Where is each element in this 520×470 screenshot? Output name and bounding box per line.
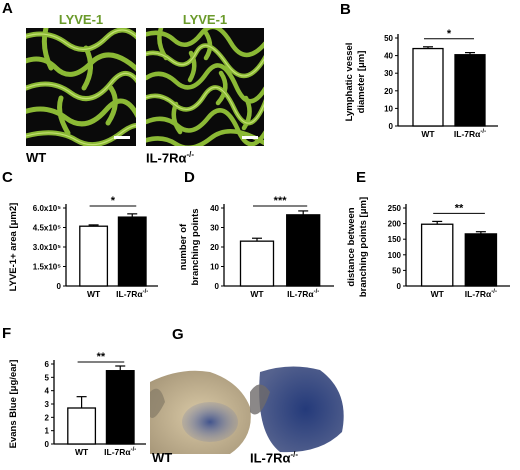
significance-marker: **	[97, 351, 106, 363]
x-tick-label: IL-7Rα-/-	[104, 447, 136, 457]
bar-ko	[464, 233, 498, 287]
panel-letter-b: B	[340, 1, 351, 18]
x-tick-label: IL-7Rα-/-	[465, 289, 497, 299]
significance-marker: *	[447, 28, 452, 40]
y-tick-label: 250	[388, 204, 402, 213]
genotype-ko-g: IL-7Rα-/-	[250, 450, 298, 465]
x-tick-label: WT	[75, 447, 89, 457]
significance-marker: *	[111, 195, 116, 207]
y-tick-label: 200	[388, 220, 402, 229]
bar-ko	[454, 54, 486, 127]
y-tick-label: 2	[45, 413, 50, 422]
micrograph-ko-vessels	[146, 28, 264, 146]
y-axis-label: Evans Blue [μg/ear]	[8, 360, 19, 449]
stain-label-right: LYVE-1	[182, 12, 228, 27]
chart-b: B 0 10 20 30 40 50 Lymphatic vessel diameter [μm…	[340, 1, 498, 139]
y-tick-label: 40	[384, 52, 393, 61]
y-tick-label: 0	[215, 282, 220, 291]
ear-photo-ko	[250, 362, 360, 454]
bar-ko	[105, 370, 135, 445]
significance-marker: ***	[274, 195, 288, 207]
y-tick-label: 30	[210, 224, 219, 233]
y-tick-label: 3.0x10⁵	[33, 243, 61, 252]
y-tick-label: 150	[388, 235, 402, 244]
genotype-wt-g: WT	[152, 450, 173, 465]
scale-bar	[114, 136, 130, 139]
genotype-wt-a: WT	[26, 150, 47, 165]
bar-wt	[420, 223, 454, 287]
y-axis-label: LYVE-1+ area [μm2]	[8, 203, 19, 292]
panel-letter-d: D	[184, 169, 195, 186]
y-tick-label: 10	[384, 104, 393, 113]
y-tick-label: 6.0x10⁵	[33, 204, 61, 213]
y-tick-label: 3	[45, 400, 50, 409]
y-tick-label: 5	[45, 373, 50, 382]
bar-wt	[412, 47, 444, 127]
y-tick-label: 50	[392, 266, 401, 275]
y-tick-label: 1.5x10⁵	[33, 263, 61, 272]
y-tick-label: 0	[57, 282, 62, 291]
y-tick-label: 20	[210, 243, 219, 252]
x-tick-label: IL-7Rα-/-	[116, 289, 148, 299]
genotype-ko-a-main: IL-7R	[146, 150, 179, 166]
genotype-ko-a: IL-7Rα-/-	[146, 150, 194, 165]
panel-letter-f: F	[2, 325, 11, 342]
x-tick-label: WT	[421, 129, 435, 139]
y-tick-label: 30	[384, 69, 393, 78]
chart-f: F 0 1 2 3 4 5 6 Evans Blue [μg/ear] WT IL-7Rα-/- **	[2, 325, 146, 457]
y-axis-label-line1: distance between	[346, 207, 357, 286]
y-tick-label: 0	[45, 440, 50, 449]
panel-letter-g: G	[172, 326, 184, 343]
y-axis-label-line1: Lymphatic vessel	[344, 43, 355, 122]
y-tick-label: 1	[45, 427, 50, 436]
significance-marker: **	[455, 202, 464, 214]
panel-letter-a: A	[2, 0, 13, 17]
x-tick-label: WT	[431, 289, 445, 299]
y-tick-label: 4	[45, 387, 50, 396]
y-axis-label-line2: branching points	[190, 208, 201, 285]
x-tick-label: IL-7Rα-/-	[287, 289, 319, 299]
y-tick-label: 20	[384, 87, 393, 96]
x-tick-label: WT	[250, 289, 264, 299]
chart-e: E 0 50 100 150 200 250 distance between branchin…	[346, 169, 510, 299]
stain-label-left: LYVE-1	[58, 12, 104, 27]
micrograph-ko	[146, 28, 264, 146]
y-tick-label: 0	[389, 122, 394, 131]
micrograph-wt	[26, 28, 136, 146]
y-tick-label: 4.5x10⁵	[33, 224, 61, 233]
bar-wt	[67, 407, 97, 445]
y-tick-label: 10	[210, 263, 219, 272]
genotype-ko-g-alpha: α	[282, 450, 291, 466]
y-tick-label: 50	[384, 34, 393, 43]
y-axis-label-line2: diameter [μm]	[356, 51, 367, 114]
bar-ko	[286, 214, 321, 287]
genotype-ko-g-sup: -/-	[290, 450, 299, 459]
y-tick-label: 100	[388, 251, 402, 260]
chart-d: D 0 10 20 30 40 number of branching points WT IL-…	[178, 169, 334, 299]
bar-ko	[117, 216, 147, 287]
chart-c: C 0 1.5x10⁵ 3.0x10⁵ 4.5x10⁵ 6.0x10⁵ LYVE-1+ ar…	[2, 169, 158, 299]
panel-letter-c: C	[2, 169, 13, 186]
panel-letter-e: E	[356, 169, 366, 186]
y-axis-label-line1: number of	[178, 223, 189, 270]
bar-wt	[79, 225, 109, 287]
bar-wt	[239, 240, 275, 287]
y-tick-label: 6	[45, 360, 50, 369]
scale-bar	[242, 136, 258, 139]
x-tick-label: IL-7Rα-/-	[454, 129, 486, 139]
x-tick-label: WT	[87, 289, 101, 299]
micrograph-wt-vessels	[26, 28, 136, 146]
y-axis-label-line2: branching points [μm]	[358, 197, 369, 297]
genotype-ko-g-main: IL-7R	[250, 450, 283, 466]
y-tick-label: 40	[210, 204, 219, 213]
genotype-ko-a-alpha: α	[178, 150, 187, 166]
genotype-ko-a-sup: -/-	[186, 150, 195, 159]
y-tick-label: 0	[397, 282, 402, 291]
